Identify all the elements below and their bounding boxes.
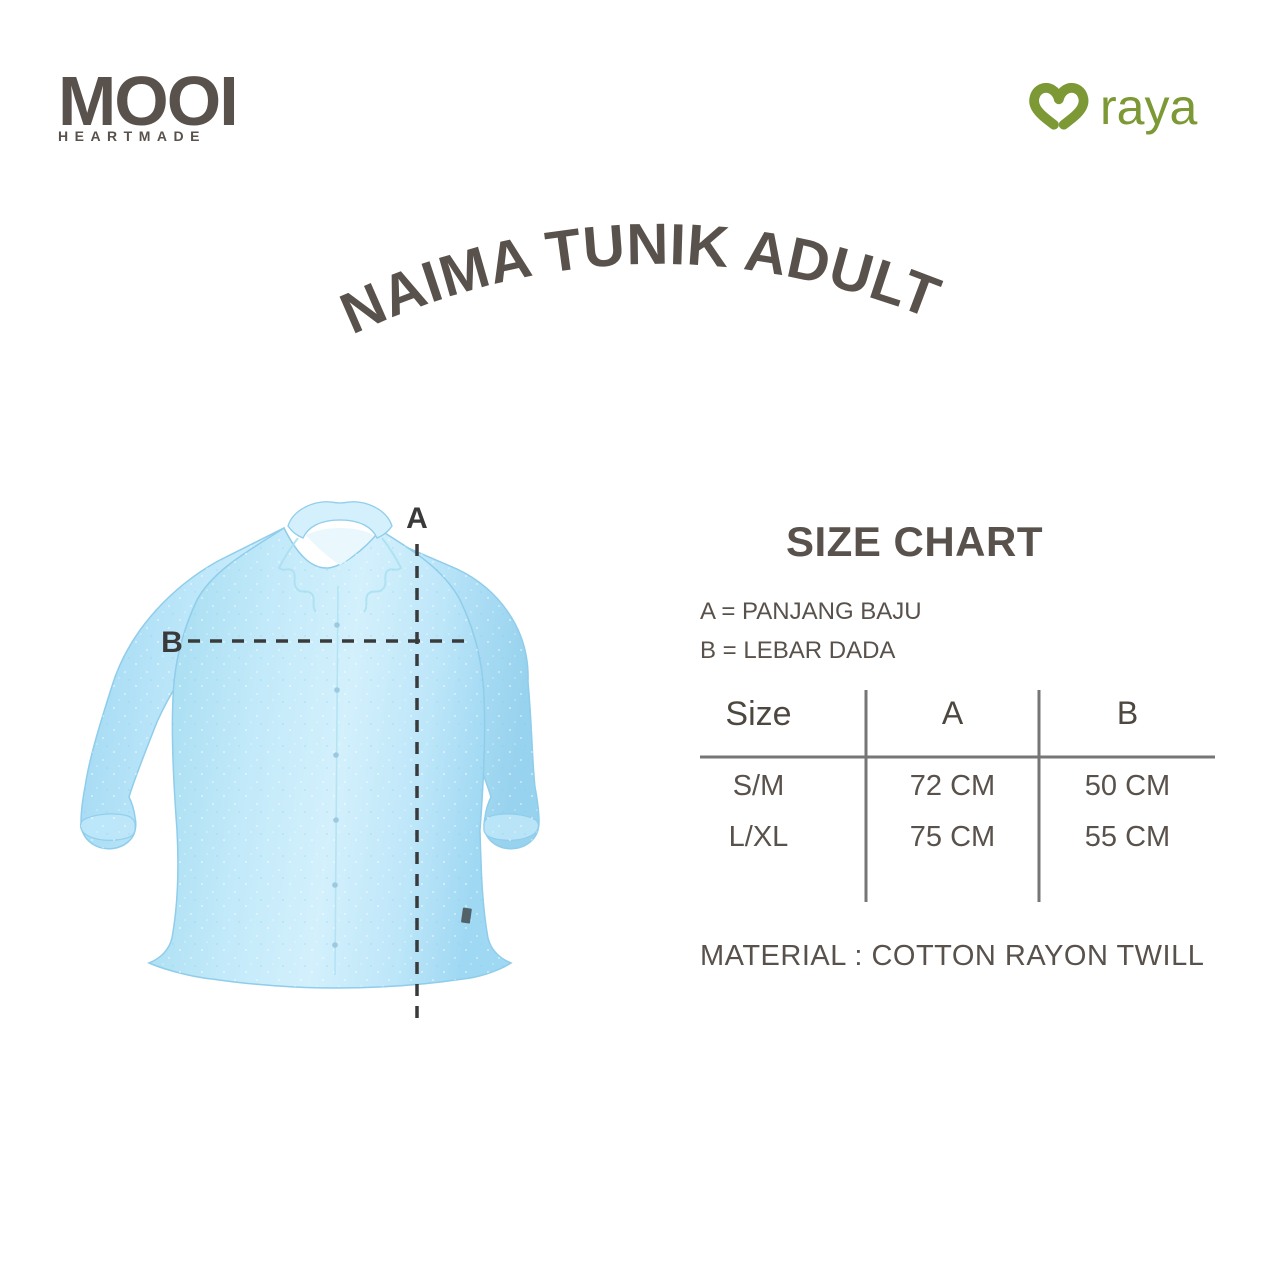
- svg-text:A: A: [406, 502, 428, 535]
- svg-text:B: B: [161, 626, 183, 659]
